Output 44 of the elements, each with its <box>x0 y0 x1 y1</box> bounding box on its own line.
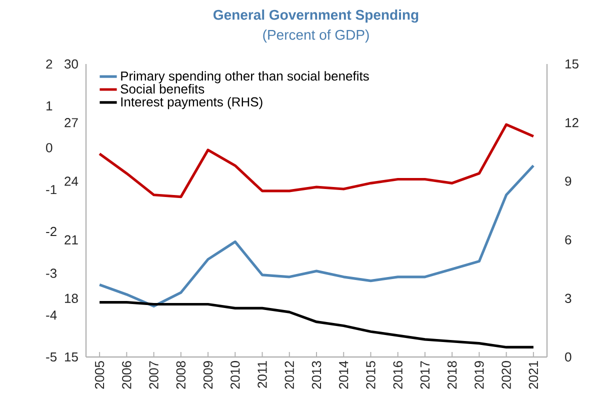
line-series <box>98 123 535 198</box>
y3-tick-label: 2 <box>46 59 52 69</box>
y-tick-label: 18 <box>64 294 78 303</box>
x-tick-label: 2019 <box>474 361 484 389</box>
x-tick-label: 2014 <box>339 360 348 389</box>
line-series <box>98 164 535 308</box>
x-tick-label: 2005 <box>94 361 104 389</box>
y3-tick-label: 0 <box>46 143 52 152</box>
y3-tick-label: -1 <box>46 185 56 194</box>
x-tick-label: 2008 <box>176 361 186 389</box>
y-tick-label: 15 <box>64 352 78 362</box>
y2-tick-label: 6 <box>565 235 572 244</box>
y2-tick-label: 9 <box>565 176 572 186</box>
x-tick-label: 2020 <box>502 361 511 389</box>
x-tick-label: 2012 <box>284 361 294 389</box>
y3-tick-label: -3 <box>46 268 57 278</box>
x-tick-label: 2017 <box>420 361 430 389</box>
x-tick-label: 2018 <box>447 361 457 389</box>
x-tick-label: 2011 <box>258 361 267 388</box>
x-tick-label: 2016 <box>393 361 402 389</box>
y3-tick-label: -5 <box>46 352 57 362</box>
y3-tick-label: 1 <box>46 101 52 110</box>
x-tick-label: 2015 <box>366 361 376 389</box>
chart-title: General Government Spending <box>214 10 418 23</box>
y-tick-label: 24 <box>64 176 78 186</box>
x-tick-label: 2007 <box>149 361 158 389</box>
legend-label: Interest payments (RHS) <box>121 96 262 110</box>
y2-tick-label: 3 <box>565 294 572 303</box>
y3-tick-label: -4 <box>46 310 57 320</box>
y-tick-label: 30 <box>64 59 78 69</box>
y-tick-label: 27 <box>64 118 78 128</box>
chart-subtitle: (Percent of GDP) <box>263 30 369 43</box>
x-tick-label: 2009 <box>203 361 213 389</box>
y-tick-label: 21 <box>64 235 78 244</box>
x-tick-label: 2021 <box>528 361 538 389</box>
y2-tick-label: 0 <box>565 352 572 362</box>
y2-tick-label: 12 <box>566 118 578 128</box>
x-tick-label: 2013 <box>312 361 322 389</box>
x-tick-label: 2010 <box>230 361 240 389</box>
y3-tick-label: -2 <box>46 226 56 236</box>
legend-label: Social benefits <box>120 84 204 94</box>
y2-tick-label: 15 <box>566 59 578 69</box>
legend-label: Primary spending other than social benefits <box>121 71 369 84</box>
x-tick-label: 2006 <box>122 361 132 389</box>
